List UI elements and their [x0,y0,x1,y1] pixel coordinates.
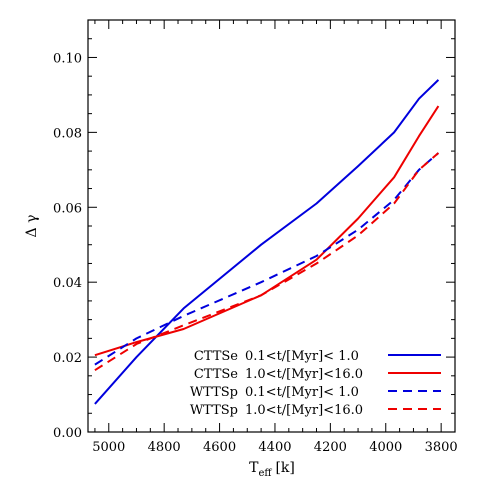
y-tick-label: 0.10 [53,51,82,66]
y-axis-label: Δ γ [24,215,40,238]
axis-ticks: 5000 4800 4600 4400 4200 4000 3800 0.00 0.02 0.04… [53,20,458,455]
legend-range: 0.1<t/[Myr]< 1.0 [245,385,359,400]
x-tick-label: 4600 [203,440,236,455]
legend-range: 1.0<t/[Myr]<16.0 [245,403,363,418]
y-tick-label: 0.06 [53,201,82,216]
x-tick-label: 4800 [148,440,181,455]
y-tick-label: 0.02 [53,351,82,366]
x-tick-label: 4200 [314,440,347,455]
legend-range: 0.1<t/[Myr]< 1.0 [245,349,359,364]
legend-label: CTTSe [194,367,238,382]
x-tick-label: 3800 [425,440,458,455]
series-line-4 [94,152,440,372]
y-tick-label: 0.04 [53,276,82,291]
legend-label: WTTSp [190,403,238,418]
x-tick-label: 4400 [258,440,291,455]
legend-label: CTTSe [194,349,238,364]
legend-range: 1.0<t/[Myr]<16.0 [245,367,363,382]
y-tick-label: 0.08 [53,126,82,141]
series-line-3 [94,152,440,366]
legend-label: WTTSp [190,385,238,400]
x-tick-label: 4000 [369,440,402,455]
legend: CTTSe 0.1<t/[Myr]< 1.0 CTTSe 1.0<t/[Myr]<16… [190,349,441,418]
series-line-2 [94,105,440,357]
x-axis-label: Teff [k] [249,460,295,479]
y-tick-label: 0.00 [53,426,82,441]
series-lines [94,79,440,405]
x-tick-label: 5000 [92,440,125,455]
series-line-1 [94,79,440,405]
